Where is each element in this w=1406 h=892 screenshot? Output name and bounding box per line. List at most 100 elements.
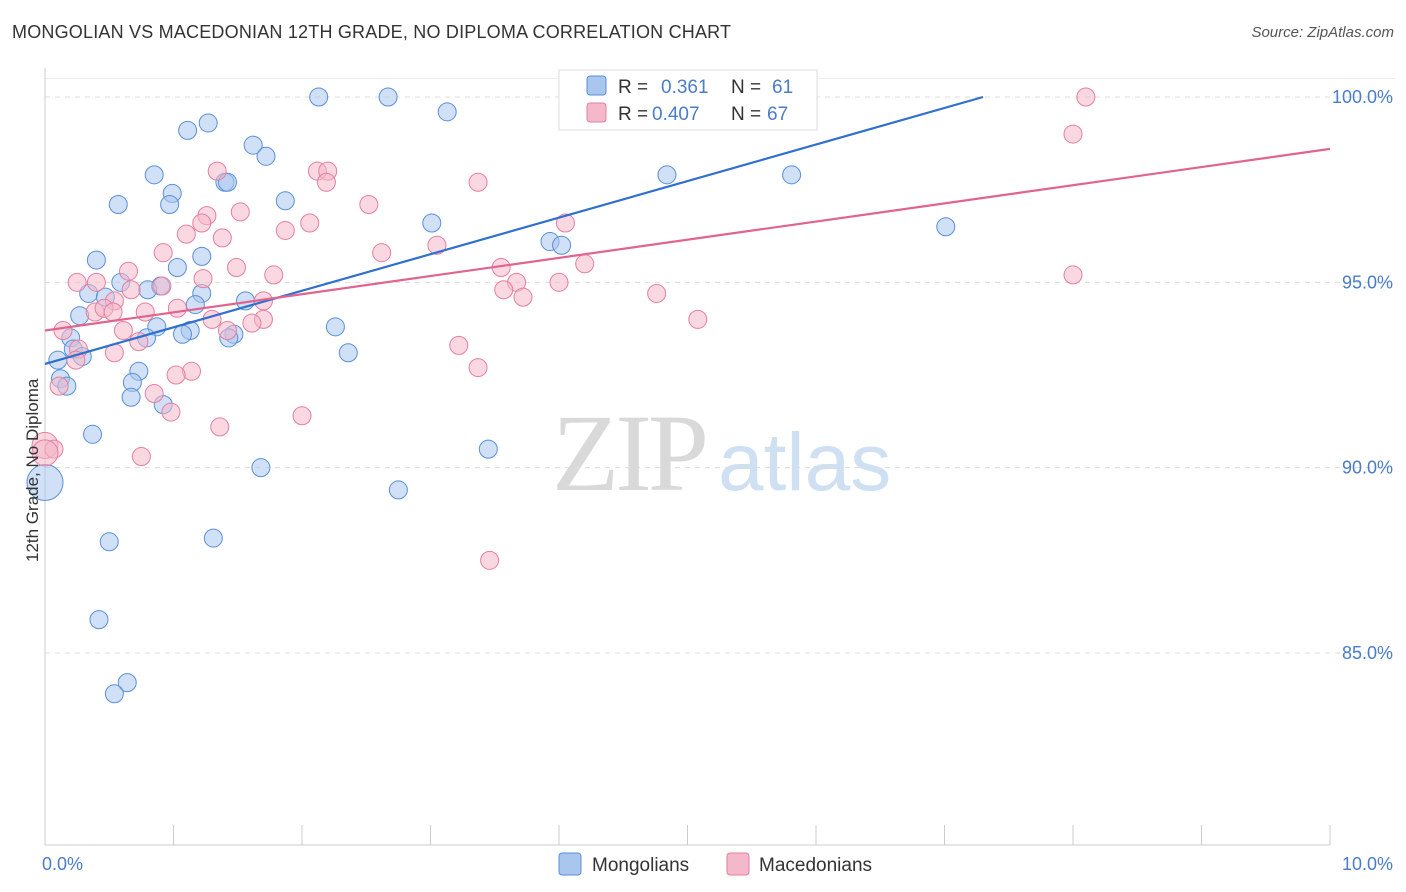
- macedonian-point: [119, 261, 139, 281]
- macedonian-point: [176, 224, 196, 244]
- macedonian-point: [67, 272, 87, 292]
- y-tick-label: 95.0%: [1342, 272, 1393, 292]
- macedonian-point: [494, 280, 514, 300]
- mongolian-point: [108, 194, 128, 214]
- mongolian-point: [178, 120, 198, 140]
- macedonian-point: [513, 287, 533, 307]
- macedonian-point: [217, 321, 237, 341]
- mongolian-point: [144, 165, 164, 185]
- grid-lines: [45, 77, 1395, 654]
- mongolian-point: [378, 87, 398, 107]
- mongolian-point: [198, 113, 218, 133]
- series-legend: Mongolians Macedonians: [558, 852, 872, 876]
- data-points: [26, 87, 1096, 704]
- legend-r-value-1: 0.361: [661, 77, 709, 98]
- legend-swatch-mongolians: [586, 75, 607, 96]
- macedonian-point: [144, 384, 164, 404]
- macedonian-point: [242, 313, 262, 333]
- mongolian-point: [251, 458, 271, 478]
- watermark: ZIP atlas: [552, 392, 891, 514]
- macedonian-trend-line: [44, 147, 1331, 332]
- legend-swatch-macedonians: [586, 102, 607, 123]
- series-label-mongolians: Mongolians: [592, 855, 689, 876]
- y-tick-label: 90.0%: [1342, 458, 1393, 478]
- legend-n-label-1: N =: [731, 77, 761, 98]
- macedonian-point: [555, 213, 575, 233]
- series-swatch-mongolians: [558, 852, 582, 876]
- macedonian-point: [359, 194, 379, 214]
- legend-n-value-2: 67: [767, 104, 788, 125]
- macedonian-point: [129, 332, 149, 352]
- mongolian-point: [657, 165, 677, 185]
- macedonian-point: [230, 202, 250, 222]
- macedonian-point: [468, 172, 488, 192]
- macedonian-point: [688, 309, 708, 329]
- chart-title: MONGOLIAN VS MACEDONIAN 12TH GRADE, NO D…: [12, 22, 732, 42]
- legend-n-label-2: N =: [731, 104, 761, 125]
- legend-n-value-1: 61: [772, 77, 793, 98]
- source-label: Source: ZipAtlas.com: [1251, 24, 1394, 41]
- watermark-zip: ZIP: [552, 392, 705, 514]
- mongolian-point: [338, 343, 358, 363]
- mongolian-point: [325, 317, 345, 337]
- legend-r-label-2: R =: [618, 104, 648, 125]
- macedonian-point: [53, 321, 73, 341]
- macedonian-point: [212, 228, 232, 248]
- mongolian-point: [172, 324, 192, 344]
- y-tick-label: 85.0%: [1342, 643, 1393, 663]
- y-tick-label: 100.0%: [1332, 87, 1393, 107]
- macedonian-point: [1076, 87, 1096, 107]
- mongolian-point: [309, 87, 329, 107]
- macedonian-point: [264, 265, 284, 285]
- mongolian-point: [552, 235, 572, 255]
- macedonian-point: [427, 235, 447, 255]
- x-tick-label-min: 0.0%: [42, 854, 83, 874]
- mongolian-point: [89, 610, 109, 630]
- macedonian-point: [210, 417, 230, 437]
- mongolian-point: [782, 165, 802, 185]
- macedonian-point: [152, 276, 172, 296]
- mongolian-point: [83, 424, 103, 444]
- macedonian-point: [1063, 265, 1083, 285]
- watermark-atlas: atlas: [718, 417, 891, 508]
- macedonian-point: [480, 550, 500, 570]
- macedonian-point: [1063, 124, 1083, 144]
- mongolian-point: [478, 439, 498, 459]
- series-label-macedonians: Macedonians: [759, 855, 872, 876]
- macedonian-point: [300, 213, 320, 233]
- macedonian-point: [549, 272, 569, 292]
- series-swatch-macedonians: [726, 852, 750, 876]
- mongolian-point: [936, 217, 956, 237]
- macedonian-point: [31, 439, 59, 467]
- mongolian-point: [243, 135, 263, 155]
- trend-lines: [44, 95, 1331, 365]
- mongolian-trend-line: [44, 95, 984, 365]
- y-axis-label: 12th Grade, No Diploma: [23, 378, 42, 562]
- macedonian-point: [131, 447, 151, 467]
- macedonian-point: [49, 376, 69, 396]
- mongolian-point: [256, 146, 276, 166]
- macedonian-point: [449, 335, 469, 355]
- macedonian-point: [193, 269, 213, 289]
- x-tick-label-max: 10.0%: [1342, 854, 1393, 874]
- macedonian-point: [161, 402, 181, 422]
- macedonian-point: [167, 298, 187, 318]
- macedonian-point: [207, 161, 227, 181]
- macedonian-point: [192, 213, 212, 233]
- mongolian-point: [99, 532, 119, 552]
- mongolian-point: [422, 213, 442, 233]
- mongolian-point: [388, 480, 408, 500]
- macedonian-point: [372, 243, 392, 263]
- macedonian-point: [202, 309, 222, 329]
- macedonian-point: [113, 321, 133, 341]
- macedonian-point: [153, 243, 173, 263]
- mongolian-point: [117, 673, 137, 693]
- macedonian-point: [103, 302, 123, 322]
- mongolian-point: [86, 250, 106, 270]
- mongolian-point: [437, 102, 457, 122]
- mongolian-point: [104, 684, 124, 704]
- legend: R = 0.361 N = 61 R = 0.407 N = 67: [558, 69, 818, 131]
- mongolian-point: [121, 387, 141, 407]
- mongolian-point: [275, 191, 295, 211]
